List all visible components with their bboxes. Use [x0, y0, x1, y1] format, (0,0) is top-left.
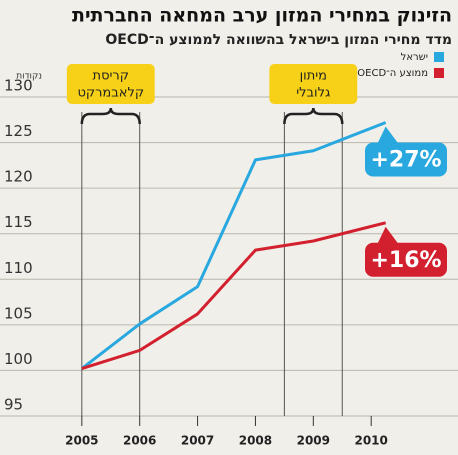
x-tick-label: 2007: [181, 434, 214, 448]
y-tick-label: 130: [4, 77, 33, 95]
annotation-text: קריסת: [93, 69, 129, 84]
series-line: [80, 121, 387, 370]
y-axis-label: נקודות: [16, 72, 42, 82]
x-tick-label: 2009: [297, 434, 330, 448]
series-line: [81, 221, 387, 371]
legend-label: ישראל: [401, 52, 428, 63]
annotation-text: קלאבמרקט: [77, 86, 144, 101]
legend-swatch: [434, 68, 444, 78]
x-tick-label: 2006: [123, 434, 156, 448]
end-label-box: [365, 242, 447, 277]
legend-swatch: [434, 52, 444, 62]
y-tick-label: 95: [4, 396, 23, 414]
x-tick-label: 2005: [65, 434, 98, 448]
y-tick-label: 125: [4, 122, 33, 140]
y-tick-label: 105: [4, 304, 33, 322]
annotation-brace: [283, 107, 344, 125]
end-label-text: +16%: [370, 248, 441, 273]
x-tick-label: 2008: [239, 434, 272, 448]
y-tick-label: 120: [4, 168, 33, 186]
annotation-text: מיתון: [300, 69, 327, 84]
annotation-brace: [80, 107, 141, 125]
y-tick-label: 100: [4, 350, 33, 368]
legend-label: ממוצע ה־OECD: [357, 68, 428, 79]
end-label-text: +27%: [370, 148, 441, 173]
chart-title: הזינוק במחירי המזון ערב המחאה החברתית: [72, 5, 452, 27]
end-label-pointer: [377, 226, 399, 245]
annotation-text: גלובלי: [296, 86, 330, 101]
end-label-pointer: [377, 126, 399, 145]
y-tick-label: 115: [4, 213, 33, 231]
end-label-box: [365, 142, 447, 177]
x-tick-label: 2010: [354, 434, 387, 448]
chart-subtitle: מדד מחירי המזון בישראל בהשוואה לממוצע ה־…: [105, 32, 452, 48]
y-tick-label: 110: [4, 259, 33, 277]
annotation-box: [66, 64, 155, 104]
annotation-box: [269, 64, 358, 104]
